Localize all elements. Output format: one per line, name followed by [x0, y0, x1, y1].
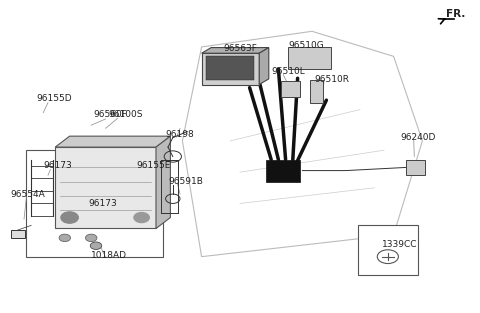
- Text: 96510L: 96510L: [271, 68, 305, 76]
- Text: 96173: 96173: [89, 199, 118, 208]
- Text: 96560F: 96560F: [94, 110, 128, 119]
- Text: 1339CC: 1339CC: [382, 240, 417, 249]
- Text: 96554A: 96554A: [11, 190, 45, 198]
- Bar: [202, 53, 259, 85]
- Text: 96100S: 96100S: [108, 110, 143, 119]
- Text: 96563F: 96563F: [223, 44, 257, 53]
- Text: 96510R: 96510R: [314, 75, 349, 84]
- Polygon shape: [55, 136, 170, 147]
- Bar: [26, 150, 163, 257]
- Text: FR.: FR.: [446, 9, 466, 19]
- Text: 96155D: 96155D: [36, 94, 72, 103]
- Bar: [281, 81, 300, 97]
- Bar: [266, 160, 300, 182]
- Polygon shape: [55, 147, 156, 228]
- Bar: [310, 80, 323, 103]
- Bar: [358, 225, 418, 275]
- Bar: [206, 56, 254, 80]
- Text: 96591B: 96591B: [168, 177, 203, 186]
- Bar: [11, 230, 25, 238]
- Bar: [288, 47, 331, 69]
- Circle shape: [59, 234, 71, 242]
- Circle shape: [61, 212, 78, 223]
- Circle shape: [90, 242, 102, 249]
- Polygon shape: [202, 48, 269, 53]
- Text: 96240D: 96240D: [401, 133, 436, 142]
- Text: 96198: 96198: [166, 130, 194, 139]
- Polygon shape: [156, 136, 170, 228]
- Text: 96173: 96173: [43, 162, 72, 170]
- Text: 1018AD: 1018AD: [91, 251, 127, 259]
- Circle shape: [85, 234, 97, 242]
- Bar: [406, 160, 425, 175]
- Text: 96155E: 96155E: [137, 162, 171, 170]
- Text: 96510G: 96510G: [288, 41, 324, 50]
- Polygon shape: [259, 48, 269, 85]
- Circle shape: [134, 213, 149, 223]
